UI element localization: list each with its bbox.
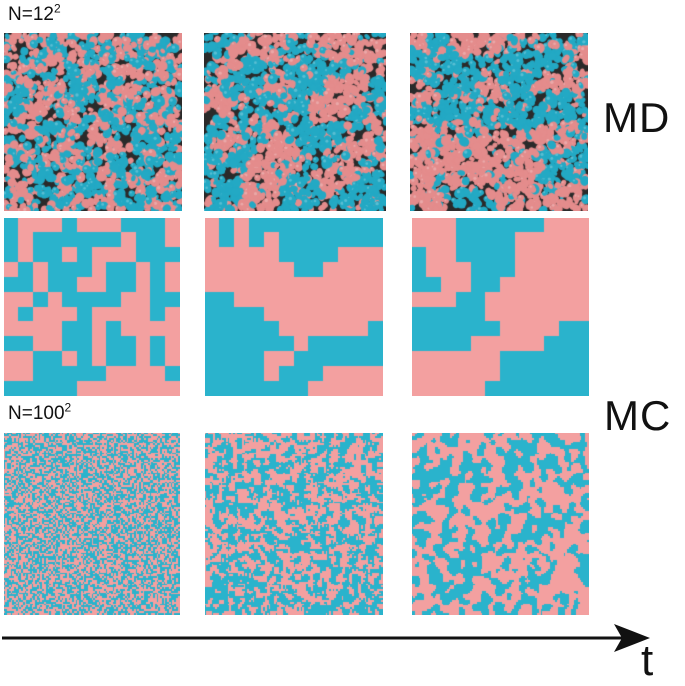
- mc-size-text: N=100: [8, 403, 65, 424]
- coarse-lattice-t2: [205, 218, 383, 396]
- coarse-lattice-t1: [4, 218, 180, 396]
- time-axis-label: t: [641, 636, 654, 685]
- mc-lattice-t2: [205, 433, 383, 615]
- time-axis-arrowhead: [614, 624, 650, 652]
- md-snapshot-t1: [4, 33, 182, 211]
- md-size-text: N=12: [8, 4, 54, 25]
- md-snapshot-t3: [410, 33, 588, 211]
- md-size-label: N=122: [8, 1, 61, 26]
- row-label-mc: MC: [604, 392, 672, 439]
- time-axis: [2, 624, 650, 652]
- md-size-exponent: 2: [53, 1, 61, 16]
- mc-size-exponent: 2: [64, 400, 72, 415]
- mc-lattice-t3: [412, 433, 589, 615]
- coarse-lattice-t3: [412, 218, 589, 396]
- row-label-md: MD: [603, 94, 671, 141]
- md-snapshot-t2: [204, 33, 386, 211]
- mc-lattice-t1: [4, 433, 180, 615]
- mc-size-label: N=1002: [8, 400, 72, 425]
